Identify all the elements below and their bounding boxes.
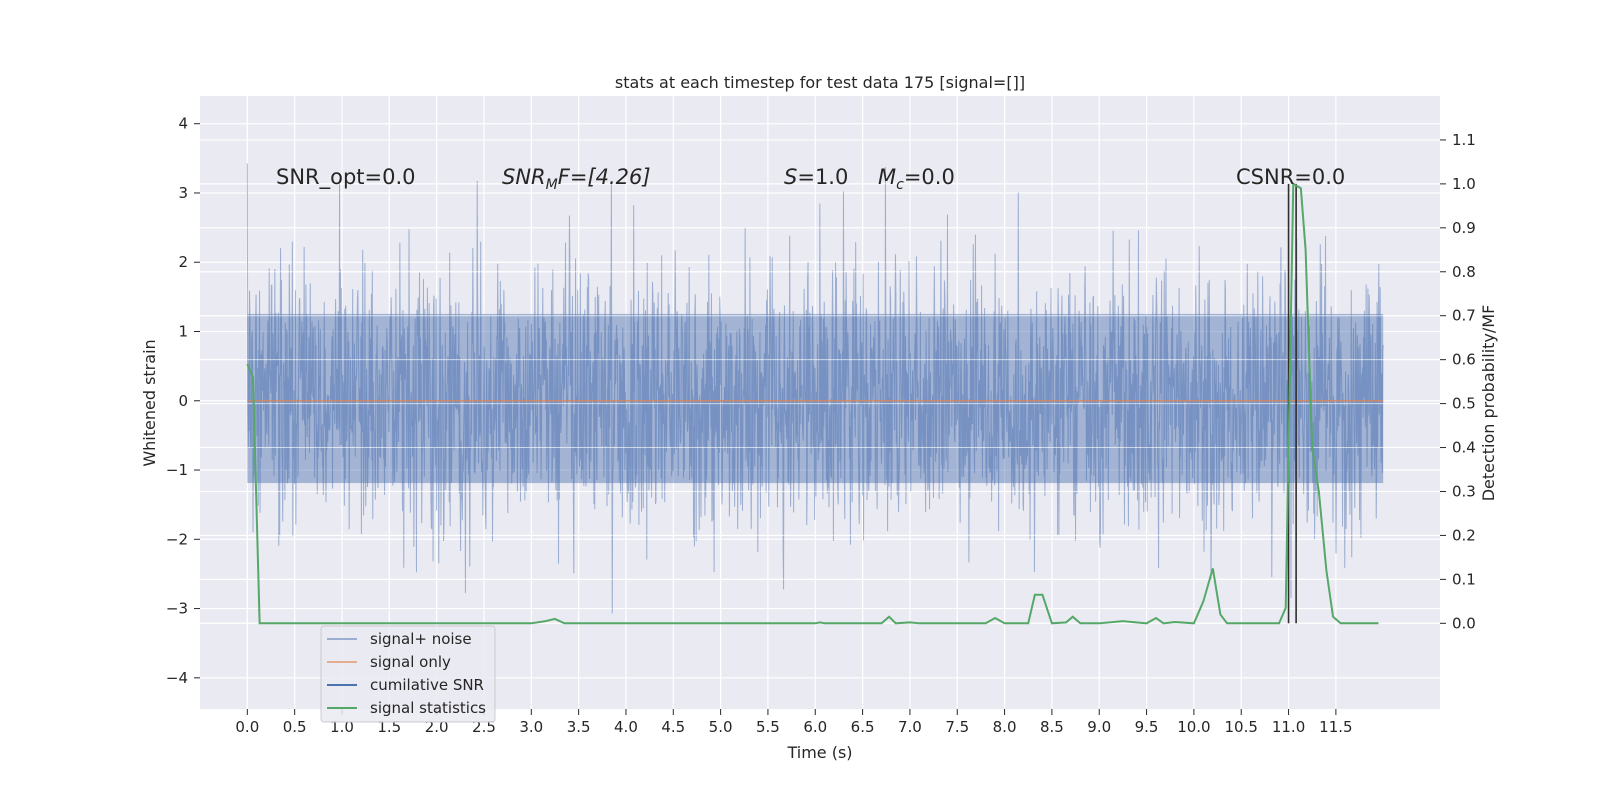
line-series [200, 139, 1440, 625]
s-rest: =1.0 [797, 165, 848, 189]
mc-rest: =0.0 [904, 165, 955, 189]
chart-title: stats at each timestep for test data 175… [615, 73, 1025, 92]
snr-mf-rest: F=[4.26] [558, 165, 651, 189]
x-tick-label: 7.0 [898, 718, 922, 736]
y-tick-label: 0 [178, 392, 188, 410]
mc-annotation: Mc=0.0 [878, 165, 955, 193]
csnr-annotation: CSNR=0.0 [1236, 165, 1345, 189]
x-tick-label: 5.0 [709, 718, 733, 736]
legend-box [320, 625, 496, 723]
mc-sub: c [896, 177, 904, 193]
x-tick-label: 7.5 [945, 718, 969, 736]
y2-tick-label: 0.8 [1452, 263, 1476, 281]
legend-label-signal: signal only [370, 653, 451, 671]
snr-mf-annotation: SNRMF=[4.26] [502, 165, 651, 193]
y2-tick-label: 0.0 [1452, 614, 1476, 632]
y-tick-label: 1 [178, 323, 188, 341]
y-tick-label: −4 [166, 669, 188, 687]
legend: signal+ noise signal only cumilative SNR… [320, 625, 496, 723]
noise-trace [246, 163, 1384, 614]
y-axis-label: Whitened strain [140, 339, 159, 466]
x-tick-label: 11.0 [1272, 718, 1305, 736]
y-tick-label: −3 [166, 600, 188, 618]
y2-tick-label: 1.0 [1452, 175, 1476, 193]
y-ticks: 4 3 2 1 0 −1 −2 −3 −4 [166, 115, 200, 687]
x-ticks: 0.0 0.5 1.0 1.5 2.0 2.5 3.0 3.5 4.0 4.5 5.0 5.5 6.0 6… [235, 709, 1353, 736]
x-tick-label: 9.5 [1135, 718, 1159, 736]
y2-axis-label: Detection probability/MF [1479, 305, 1498, 502]
y2-tick-label: 0.1 [1452, 570, 1476, 588]
y2-tick-label: 0.2 [1452, 526, 1476, 544]
y2-tick-label: 0.3 [1452, 482, 1476, 500]
x-tick-label: 6.0 [803, 718, 827, 736]
x-tick-label: 11.5 [1319, 718, 1352, 736]
x-tick-label: 10.0 [1177, 718, 1210, 736]
y-tick-label: −2 [166, 530, 188, 548]
x-tick-label: 5.5 [756, 718, 780, 736]
legend-label-noise: signal+ noise [370, 630, 472, 648]
legend-label-statistics: signal statistics [370, 699, 486, 717]
snr-opt-annotation: SNR_opt=0.0 [276, 165, 416, 190]
x-tick-label: 8.5 [1040, 718, 1064, 736]
legend-label-cumulative: cumilative SNR [370, 676, 484, 694]
s-italic: S [784, 165, 797, 189]
y2-tick-label: 0.5 [1452, 395, 1476, 413]
snr-mf-base: SNR [502, 165, 546, 189]
noise-core-band [247, 313, 1384, 484]
x-tick-label: 9.0 [1087, 718, 1111, 736]
mc-base: M [878, 165, 896, 189]
y-tick-label: 3 [178, 184, 188, 202]
s-annotation: S=1.0 [784, 165, 848, 189]
signal-statistics-line [246, 182, 1379, 625]
y2-ticks: 1.1 1.0 0.9 0.8 0.7 0.6 0.5 0.4 0.3 0.2 0.1 0.0 [1440, 131, 1476, 632]
y-tick-label: 4 [178, 115, 188, 133]
y-tick-label: −1 [166, 461, 188, 479]
y2-tick-label: 0.6 [1452, 351, 1476, 369]
x-tick-label: 10.5 [1225, 718, 1258, 736]
y2-tick-label: 1.1 [1452, 131, 1476, 149]
x-tick-label: 0.0 [235, 718, 259, 736]
x-axis-label: Time (s) [786, 743, 852, 762]
x-tick-label: 0.5 [283, 718, 307, 736]
x-tick-label: 8.0 [993, 718, 1017, 736]
y-tick-label: 2 [178, 253, 188, 271]
y2-tick-label: 0.9 [1452, 219, 1476, 237]
x-tick-label: 3.5 [567, 718, 591, 736]
x-tick-label: 4.5 [661, 718, 685, 736]
y2-tick-label: 0.7 [1452, 307, 1476, 325]
y2-tick-label: 0.4 [1452, 439, 1476, 457]
snr-mf-sub: M [546, 177, 558, 193]
x-tick-label: 4.0 [614, 718, 638, 736]
x-tick-label: 6.5 [851, 718, 875, 736]
noise-series [246, 163, 1384, 614]
x-tick-label: 3.0 [519, 718, 543, 736]
